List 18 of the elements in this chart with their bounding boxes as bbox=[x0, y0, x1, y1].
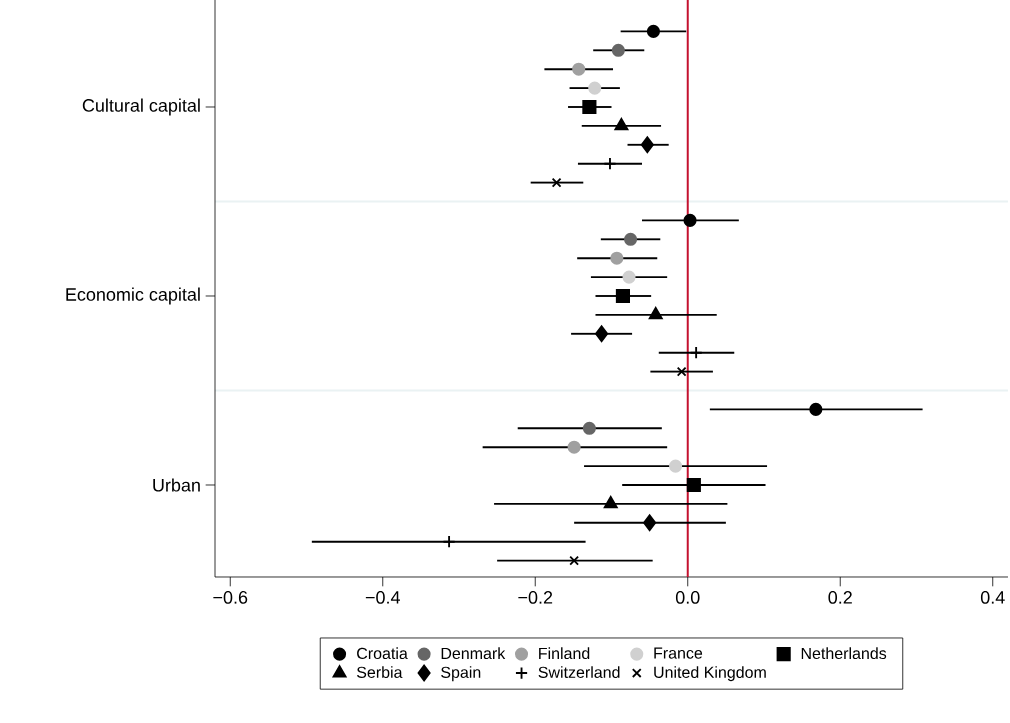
legend-label: United Kingdom bbox=[654, 666, 766, 682]
legend-label: Serbia bbox=[356, 666, 403, 678]
x-tick-label: 0.0 bbox=[675, 591, 700, 604]
x-tick-label: 0.4 bbox=[980, 591, 1005, 604]
x-tick-label: −0.4 bbox=[365, 591, 400, 604]
legend-label: Spain bbox=[441, 666, 481, 682]
legend-label: Netherlands bbox=[801, 647, 887, 660]
x-tick-label: −0.6 bbox=[213, 591, 248, 604]
legend-label: Switzerland bbox=[538, 666, 620, 678]
x-tick-label: −0.2 bbox=[518, 591, 553, 604]
legend-label: Denmark bbox=[441, 647, 506, 660]
y-tick-label: Economic capital bbox=[66, 287, 200, 305]
y-tick-label: Urban bbox=[153, 478, 200, 492]
x-tick-label: 0.2 bbox=[828, 591, 852, 604]
legend-label: Croatia bbox=[357, 647, 408, 660]
legend-label: France bbox=[654, 647, 703, 659]
legend-label: Finland bbox=[539, 647, 590, 660]
y-tick-label: Cultural capital bbox=[82, 98, 200, 116]
